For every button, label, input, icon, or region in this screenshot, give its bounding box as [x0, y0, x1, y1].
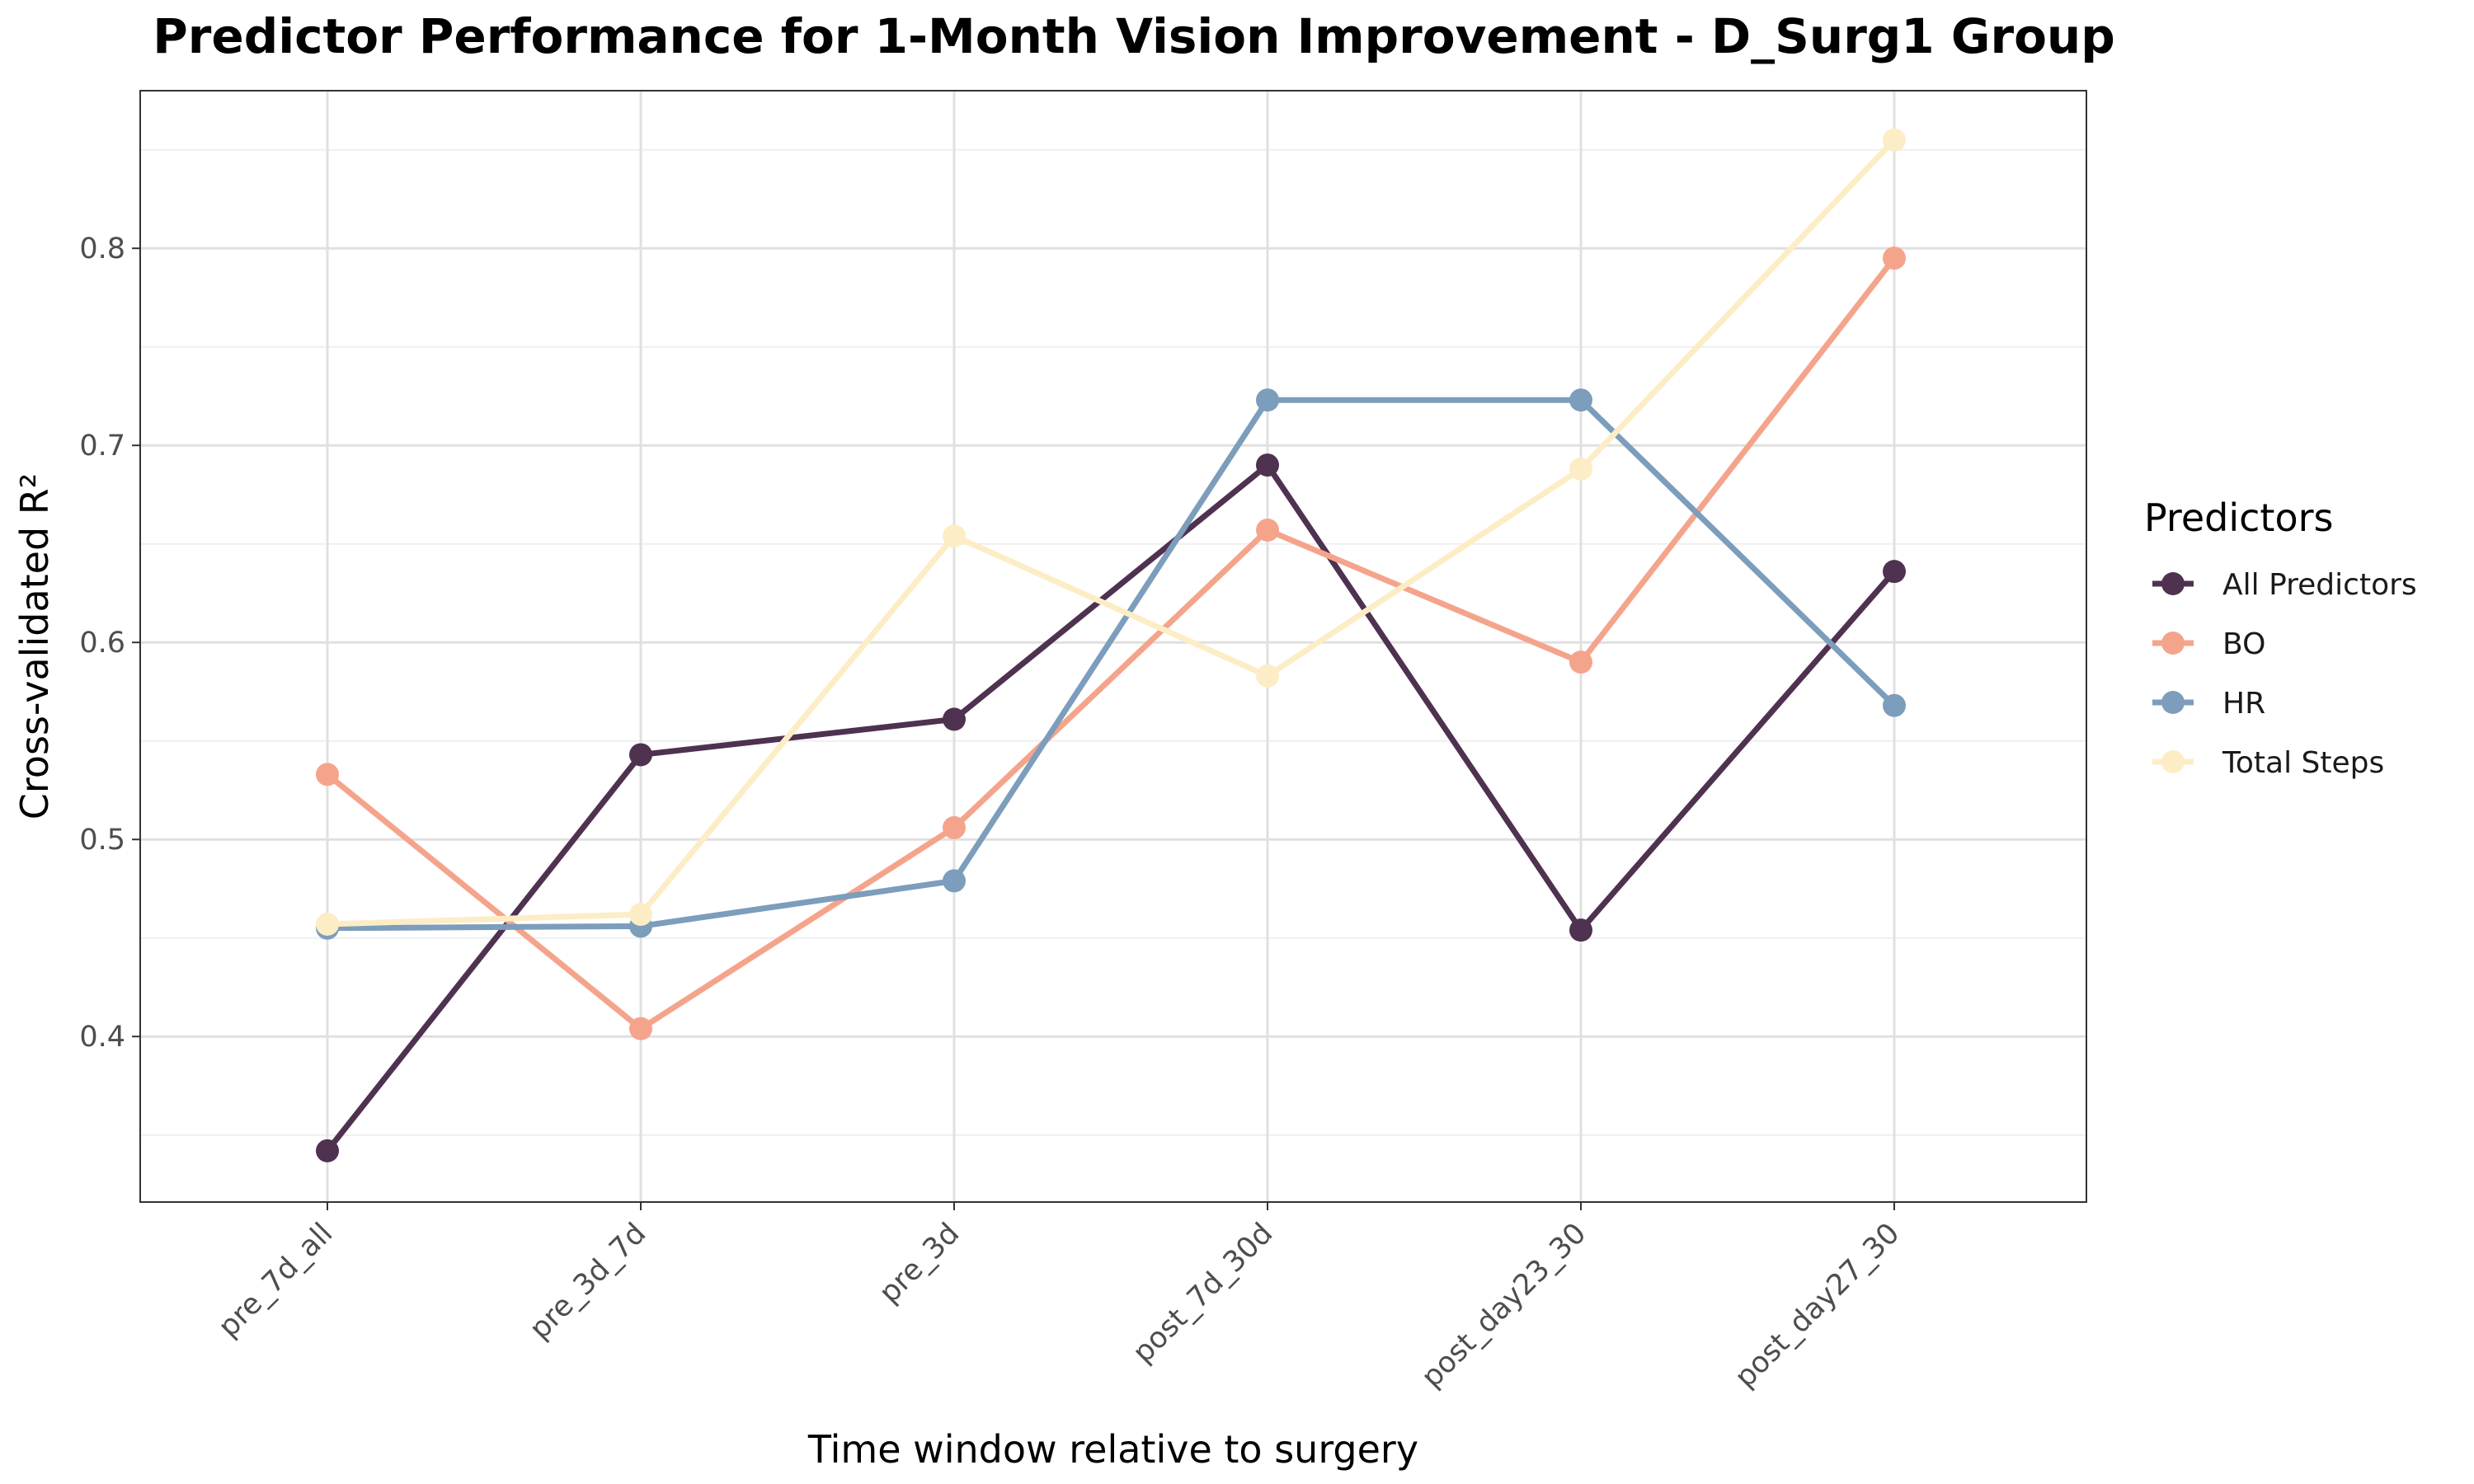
legend-key-point: [2161, 632, 2185, 655]
legend-key-point: [2161, 750, 2185, 773]
data-point: [1883, 247, 1906, 270]
legend-key-point: [2161, 691, 2185, 714]
data-point: [629, 903, 652, 927]
data-point: [1256, 453, 1279, 477]
data-point: [1883, 560, 1906, 584]
legend-title: Predictors: [2144, 495, 2333, 540]
legend: Predictors All Predictors BO HR Total Steps: [2144, 495, 2417, 780]
plot-border: [139, 90, 2087, 1203]
series-layer: [316, 128, 1906, 1162]
data-point: [1569, 918, 1592, 942]
data-point: [943, 707, 966, 731]
series-bo: [316, 247, 1906, 1040]
data-point: [1256, 664, 1279, 688]
data-point: [1883, 693, 1906, 717]
legend-key-point: [2161, 572, 2185, 595]
legend-label: BO: [2222, 627, 2265, 661]
data-point: [1256, 388, 1279, 412]
grid-lines: [140, 91, 2086, 1202]
data-point: [1256, 518, 1279, 542]
data-point: [943, 524, 966, 548]
data-point: [316, 913, 339, 936]
y-tick-label: 0.8: [79, 232, 125, 265]
y-tick-label: 0.7: [79, 430, 125, 463]
data-point: [1569, 388, 1592, 412]
data-point: [316, 1139, 339, 1162]
series-line: [324, 255, 1898, 1032]
series-total-steps: [316, 128, 1906, 936]
chart-title: Predictor Performance for 1-Month Vision…: [153, 8, 2114, 64]
series-line: [324, 137, 1898, 928]
data-point: [316, 763, 339, 787]
data-point: [629, 1017, 652, 1040]
y-axis-title: Cross-validated R²: [12, 473, 57, 819]
data-point: [1569, 457, 1592, 481]
data-point: [1883, 128, 1906, 152]
y-tick-label: 0.6: [79, 627, 125, 660]
series-line: [324, 397, 1898, 932]
y-tick-label: 0.4: [79, 1021, 125, 1054]
legend-label: Total Steps: [2222, 746, 2384, 780]
legend-label: All Predictors: [2222, 568, 2417, 602]
series-all-predictors: [316, 453, 1906, 1162]
data-point: [943, 815, 966, 839]
data-point: [1569, 650, 1592, 674]
data-point: [629, 743, 652, 767]
legend-label: HR: [2222, 687, 2265, 721]
data-point: [943, 869, 966, 893]
x-axis-title: Time window relative to surgery: [807, 1427, 1418, 1472]
y-axis: 0.4 0.5 0.6 0.7 0.8: [79, 232, 140, 1054]
y-tick-label: 0.5: [79, 824, 125, 857]
series-line: [324, 462, 1898, 1154]
